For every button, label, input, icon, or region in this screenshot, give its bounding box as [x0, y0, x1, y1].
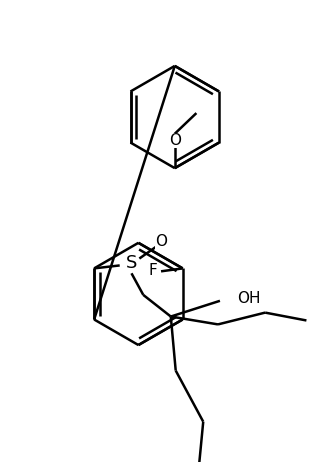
Text: O: O — [169, 133, 181, 148]
Text: O: O — [155, 234, 167, 249]
Text: OH: OH — [237, 291, 260, 306]
Text: F: F — [149, 263, 158, 278]
Text: S: S — [126, 254, 137, 273]
